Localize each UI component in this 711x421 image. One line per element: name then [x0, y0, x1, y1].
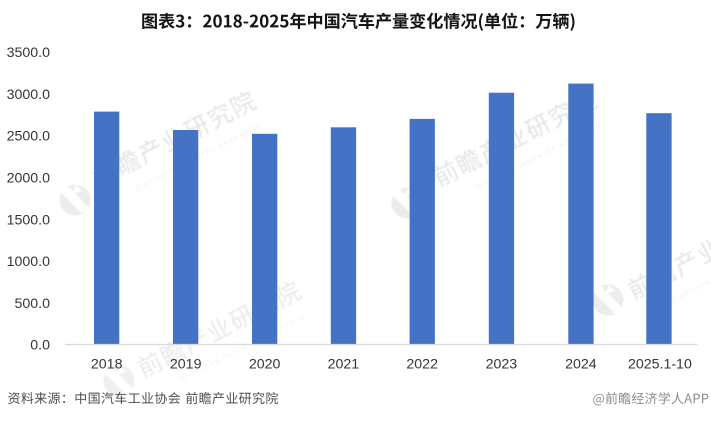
svg-text:2500.0: 2500.0 — [7, 129, 51, 145]
svg-text:0.0: 0.0 — [30, 338, 50, 354]
svg-text:2018: 2018 — [91, 357, 123, 373]
svg-text:3500.0: 3500.0 — [7, 45, 51, 61]
svg-text:2024: 2024 — [565, 357, 597, 373]
svg-text:2019: 2019 — [170, 357, 202, 373]
svg-text:2000.0: 2000.0 — [7, 170, 51, 186]
svg-text:2021: 2021 — [328, 357, 360, 373]
svg-text:3000.0: 3000.0 — [7, 87, 51, 103]
svg-text:2020: 2020 — [249, 357, 281, 373]
svg-text:2023: 2023 — [486, 357, 518, 373]
svg-text:2022: 2022 — [406, 357, 438, 373]
svg-text:1000.0: 1000.0 — [7, 254, 51, 270]
svg-text:2025.1-10: 2025.1-10 — [628, 357, 692, 373]
svg-text:1500.0: 1500.0 — [7, 212, 51, 228]
svg-text:500.0: 500.0 — [14, 296, 50, 312]
